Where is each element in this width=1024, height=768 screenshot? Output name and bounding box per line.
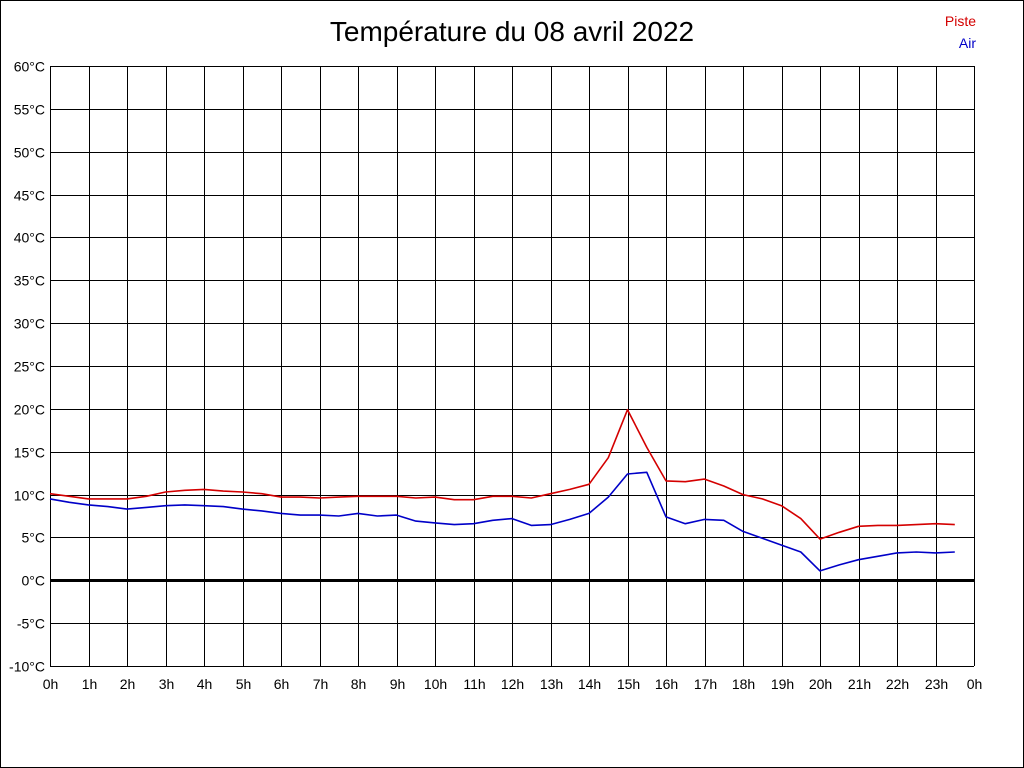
x-tick-label: 20h [809,676,832,692]
y-tick-label: 15°C [14,445,45,461]
y-tick-label: 50°C [14,145,45,161]
y-tick-label: 55°C [14,102,45,118]
y-axis: 60°C 55°C 50°C 45°C 40°C 35°C 30°C 25°C 20°C 15°C… [9,59,45,675]
x-axis: 0h 1h 2h 3h 4h 5h 6h 7h 8h 9h 10h 11h 12h 13h 14h 15h 16… [43,676,983,692]
x-tick-label: 0h [43,676,59,692]
y-tick-label: 5°C [22,530,46,546]
x-tick-label: 5h [236,676,252,692]
x-tick-label: 22h [886,676,909,692]
x-tick-label: 23h [925,676,948,692]
chart-title: Température du 08 avril 2022 [329,16,695,47]
series [49,408,955,572]
series-line-piste [49,408,955,540]
y-tick-label: 30°C [14,316,45,332]
y-tick-label: -10°C [9,659,45,675]
x-tick-label: 10h [424,676,447,692]
x-tick-label: 7h [313,676,329,692]
series-line-air [49,471,955,572]
x-tick-label: 1h [82,676,98,692]
y-tick-label: 45°C [14,188,45,204]
x-tick-label: 14h [578,676,601,692]
y-tick-label: 10°C [14,488,45,504]
x-tick-label: 2h [120,676,136,692]
y-tick-label: 25°C [14,359,45,375]
x-tick-label: 4h [197,676,213,692]
x-tick-label: 18h [732,676,755,692]
grid [50,66,975,667]
x-tick-label: 17h [694,676,717,692]
x-tick-label: 3h [159,676,175,692]
x-tick-label: 21h [848,676,871,692]
legend-piste: Piste [944,13,976,29]
x-tick-label: 11h [463,676,485,692]
y-tick-label: 35°C [14,273,45,289]
y-tick-label: 20°C [14,402,45,418]
legend-air: Air [958,35,976,51]
y-tick-label: 0°C [22,573,46,589]
x-tick-label: 15h [617,676,640,692]
x-tick-label: 6h [274,676,290,692]
x-tick-label: 8h [351,676,367,692]
x-tick-label: 12h [501,676,524,692]
x-tick-label: 16h [655,676,678,692]
y-tick-label: 40°C [14,230,45,246]
y-tick-label: 60°C [14,59,45,75]
x-tick-label: 19h [771,676,794,692]
x-tick-label: 9h [390,676,406,692]
y-tick-label: -5°C [17,616,45,632]
x-tick-label: 0h [967,676,983,692]
x-tick-label: 13h [540,676,563,692]
